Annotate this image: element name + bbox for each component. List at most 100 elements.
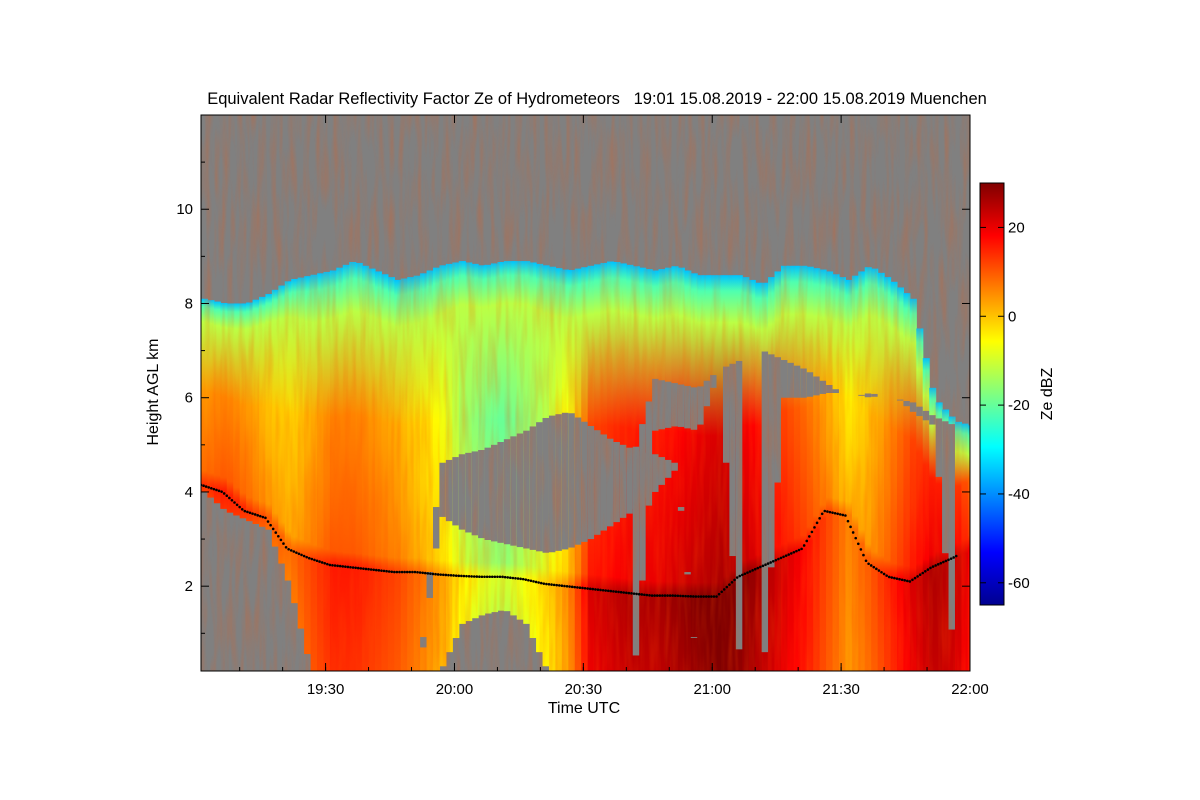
melting-layer-point — [336, 564, 339, 568]
melting-layer-point — [952, 556, 955, 559]
melting-layer-point — [251, 512, 254, 515]
melting-layer-point — [872, 565, 876, 569]
melting-layer-point — [612, 590, 615, 593]
melting-layer-point — [823, 509, 827, 513]
melting-layer-point — [292, 550, 296, 553]
melting-layer-point — [867, 562, 870, 566]
x-tick-label: 22:00 — [951, 681, 989, 698]
plot-frame — [200, 114, 971, 672]
melting-layer-point — [787, 553, 791, 556]
melting-layer-point — [828, 510, 832, 514]
melting-layer-point — [400, 570, 404, 574]
melting-layer-point — [460, 574, 463, 578]
melting-layer-point — [521, 577, 525, 581]
melting-layer-point — [908, 580, 912, 583]
melting-layer-point — [253, 513, 257, 516]
melting-layer-point — [431, 572, 435, 576]
melting-layer-point — [295, 551, 298, 554]
melting-layer-point — [233, 501, 236, 504]
melting-layer-point — [220, 490, 223, 493]
colorbar-label: Ze dBZ — [1039, 368, 1056, 421]
y-tick-label: 10 — [176, 201, 193, 218]
colorbar-tick-label: -60 — [1008, 575, 1030, 592]
melting-layer-point — [813, 526, 816, 529]
melting-layer-point — [300, 553, 303, 557]
melting-layer-point — [344, 565, 347, 568]
melting-layer-point — [302, 554, 306, 558]
melting-layer-point — [738, 574, 742, 578]
melting-layer-point — [756, 566, 760, 570]
melting-layer-point — [560, 584, 564, 588]
melting-layer-point — [640, 593, 644, 596]
melting-layer-point — [929, 566, 932, 570]
melting-layer-point — [918, 573, 922, 576]
melting-layer-point — [880, 570, 883, 574]
melting-layer-point — [789, 552, 793, 555]
melting-layer-point — [810, 530, 814, 534]
melting-layer-point — [591, 587, 595, 591]
melting-layer-point — [532, 580, 535, 583]
melting-layer-point — [403, 570, 406, 574]
melting-layer-point — [498, 575, 502, 579]
melting-layer-point — [449, 574, 453, 577]
y-axis: 2 4 6 8 10 — [176, 161, 970, 634]
melting-layer-point — [934, 564, 937, 567]
melting-layer-point — [903, 579, 906, 582]
melting-layer-point — [550, 583, 553, 586]
melting-layer-point — [576, 586, 579, 589]
melting-layer-point — [648, 594, 651, 597]
melting-layer-point — [351, 566, 355, 569]
melting-layer-point — [604, 589, 607, 592]
melting-layer-point — [650, 594, 654, 597]
melting-layer-point — [496, 575, 499, 579]
melting-layer-point — [362, 567, 365, 570]
melting-layer-point — [658, 594, 662, 597]
melting-layer-point — [746, 571, 749, 574]
melting-layer-point — [408, 570, 412, 574]
reflectivity-field — [201, 115, 970, 671]
x-tick-label: 21:00 — [693, 681, 731, 698]
melting-layer-point — [581, 586, 584, 590]
melting-layer-point — [256, 514, 260, 517]
melting-layer-point — [284, 545, 288, 549]
melting-layer-point — [924, 570, 927, 573]
melting-layer-point — [838, 513, 842, 516]
melting-layer-point — [854, 536, 858, 540]
colorbar-tick-label: -20 — [1008, 397, 1030, 414]
melting-layer-point — [921, 571, 925, 575]
melting-layer-point — [759, 565, 762, 569]
melting-layer-point — [614, 590, 618, 593]
melting-layer-point — [676, 594, 680, 598]
melting-layer-point — [707, 595, 711, 598]
melting-layer-point — [857, 542, 860, 546]
melting-layer-point — [947, 558, 950, 562]
melting-layer-point — [380, 569, 383, 572]
melting-layer-point — [702, 595, 705, 598]
melting-layer-point — [939, 561, 943, 565]
melting-layer-point — [570, 585, 574, 589]
melting-layer-point — [666, 594, 669, 597]
melting-layer-point — [511, 576, 515, 580]
melting-layer-point — [289, 549, 293, 552]
melting-layer-point — [542, 582, 546, 585]
colorbar-ticks: -60 -40 -20 0 20 — [980, 219, 1030, 592]
melting-layer-point — [436, 573, 440, 576]
melting-layer-point — [689, 595, 693, 598]
colorbar-tick-label: 20 — [1008, 219, 1025, 236]
melting-layer-point — [374, 568, 378, 572]
melting-layer-point — [264, 516, 267, 520]
melting-layer-point — [743, 572, 747, 576]
melting-layer-point — [808, 535, 811, 538]
melting-layer-point — [318, 560, 321, 563]
melting-layer-point — [653, 594, 656, 597]
melting-layer-point — [359, 567, 363, 570]
x-axis: 19:30 20:00 20:30 21:00 21:30 22:00 — [239, 115, 989, 698]
melting-layer-point — [725, 585, 729, 589]
melting-layer-point — [349, 565, 352, 569]
melting-layer-point — [202, 484, 205, 488]
melting-layer-point — [470, 575, 473, 578]
colorbar: -60 -40 -20 0 20 Ze dBZ — [979, 182, 1056, 606]
melting-layer-point — [475, 575, 479, 578]
melting-layer-point — [617, 590, 620, 594]
melting-layer-point — [516, 577, 520, 580]
